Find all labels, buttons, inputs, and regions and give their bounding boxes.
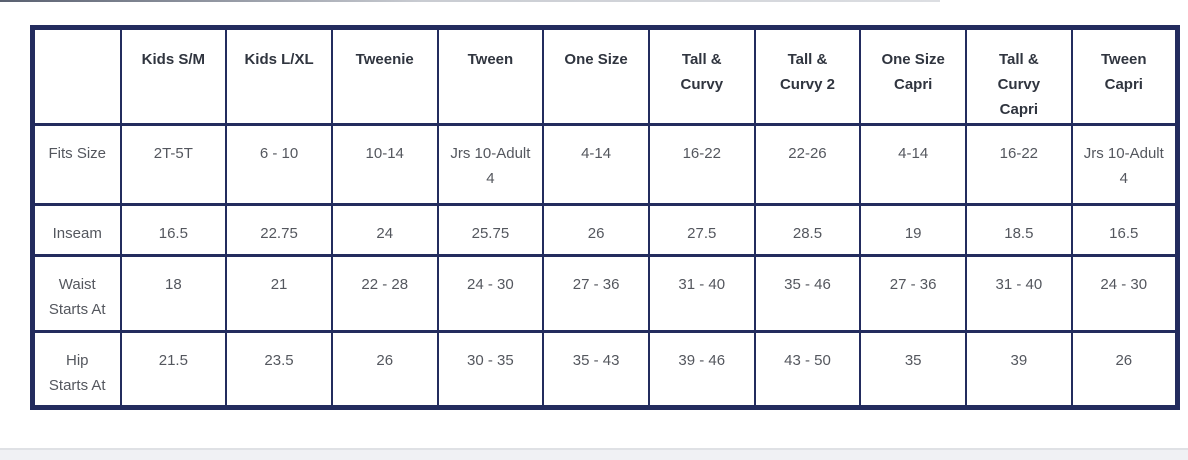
cell-fits-size-tween-capri: Jrs 10-Adult 4 (1070, 123, 1179, 206)
cell-waist-starts-at-tween-capri: 24 - 30 (1070, 254, 1179, 333)
header-cell-one-size: One Size (542, 26, 650, 126)
cell-waist-starts-at-tween: 24 - 30 (436, 254, 545, 333)
header-cell-tweenie: Tweenie (330, 26, 439, 126)
header-cell-one-size-capri: One Size Capri (859, 26, 967, 126)
cell-hip-starts-at-tall-curvy-2: 43 - 50 (753, 330, 862, 409)
cell-waist-starts-at-tall-curvy-capri: 31 - 40 (965, 254, 1073, 333)
cell-hip-starts-at-one-size-capri: 35 (859, 330, 967, 409)
cell-inseam-tween-capri: 16.5 (1070, 203, 1179, 257)
cell-waist-starts-at-tall-curvy-2: 35 - 46 (753, 254, 862, 333)
cell-inseam-kids-l-xl: 22.75 (225, 203, 333, 257)
cell-waist-starts-at-kids-s-m: 18 (119, 254, 228, 333)
cell-inseam-tall-curvy-capri: 18.5 (965, 203, 1073, 257)
cell-fits-size-tall-curvy-2: 22-26 (753, 123, 862, 206)
size-chart-table: Kids S/M Kids L/XL Tweenie Tween One Size Tal… (30, 25, 1180, 410)
size-chart-header: Kids S/M Kids L/XL Tweenie Tween One Size Tal… (31, 26, 1179, 126)
cell-waist-starts-at-one-size-capri: 27 - 36 (859, 254, 967, 333)
table-row-inseam: Inseam 16.5 22.75 24 25.75 26 27.5 28.5 19 18.5 16… (31, 203, 1179, 257)
header-cell-kids-l-xl: Kids L/XL (225, 26, 333, 126)
cell-waist-starts-at-tweenie: 22 - 28 (330, 254, 439, 333)
row-label-hip-starts-at: Hip Starts At (31, 330, 122, 409)
header-cell-tall-curvy-capri: Tall & Curvy Capri (965, 26, 1073, 126)
table-row-hip-starts-at: Hip Starts At 21.5 23.5 26 30 - 35 35 - 43 39 … (31, 330, 1179, 409)
header-cell-tween-capri: Tween Capri (1070, 26, 1179, 126)
cell-fits-size-kids-s-m: 2T-5T (119, 123, 228, 206)
cell-fits-size-tall-curvy-capri: 16-22 (965, 123, 1073, 206)
cell-fits-size-one-size-capri: 4-14 (859, 123, 967, 206)
header-cell-tall-curvy-2: Tall & Curvy 2 (753, 26, 862, 126)
cell-inseam-tween: 25.75 (436, 203, 545, 257)
cell-waist-starts-at-tall-curvy: 31 - 40 (647, 254, 756, 333)
cell-fits-size-tween: Jrs 10-Adult 4 (436, 123, 545, 206)
row-label-fits-size: Fits Size (31, 123, 122, 206)
header-cell-tween: Tween (436, 26, 545, 126)
cell-fits-size-tall-curvy: 16-22 (647, 123, 756, 206)
cell-hip-starts-at-kids-l-xl: 23.5 (225, 330, 333, 409)
cell-fits-size-tweenie: 10-14 (330, 123, 439, 206)
cell-inseam-kids-s-m: 16.5 (119, 203, 228, 257)
cell-hip-starts-at-tall-curvy: 39 - 46 (647, 330, 756, 409)
cell-inseam-tall-curvy-2: 28.5 (753, 203, 862, 257)
cell-hip-starts-at-tweenie: 26 (330, 330, 439, 409)
bottom-section-divider (0, 448, 1188, 460)
cell-hip-starts-at-tween: 30 - 35 (436, 330, 545, 409)
cell-fits-size-kids-l-xl: 6 - 10 (225, 123, 333, 206)
cell-inseam-one-size: 26 (542, 203, 650, 257)
cell-fits-size-one-size: 4-14 (542, 123, 650, 206)
cell-inseam-one-size-capri: 19 (859, 203, 967, 257)
cell-hip-starts-at-one-size: 35 - 43 (542, 330, 650, 409)
cell-inseam-tweenie: 24 (330, 203, 439, 257)
header-cell-blank (31, 26, 122, 126)
row-label-waist-starts-at: Waist Starts At (31, 254, 122, 333)
cell-hip-starts-at-tall-curvy-capri: 39 (965, 330, 1073, 409)
header-cell-tall-curvy: Tall & Curvy (647, 26, 756, 126)
top-divider-rule (0, 0, 940, 2)
cell-waist-starts-at-one-size: 27 - 36 (542, 254, 650, 333)
row-label-inseam: Inseam (31, 203, 122, 257)
header-cell-kids-s-m: Kids S/M (119, 26, 228, 126)
table-row-waist-starts-at: Waist Starts At 18 21 22 - 28 24 - 30 27 - 36… (31, 254, 1179, 333)
cell-waist-starts-at-kids-l-xl: 21 (225, 254, 333, 333)
cell-inseam-tall-curvy: 27.5 (647, 203, 756, 257)
cell-hip-starts-at-kids-s-m: 21.5 (119, 330, 228, 409)
header-row: Kids S/M Kids L/XL Tweenie Tween One Size Tal… (31, 26, 1179, 126)
cell-hip-starts-at-tween-capri: 26 (1070, 330, 1179, 409)
